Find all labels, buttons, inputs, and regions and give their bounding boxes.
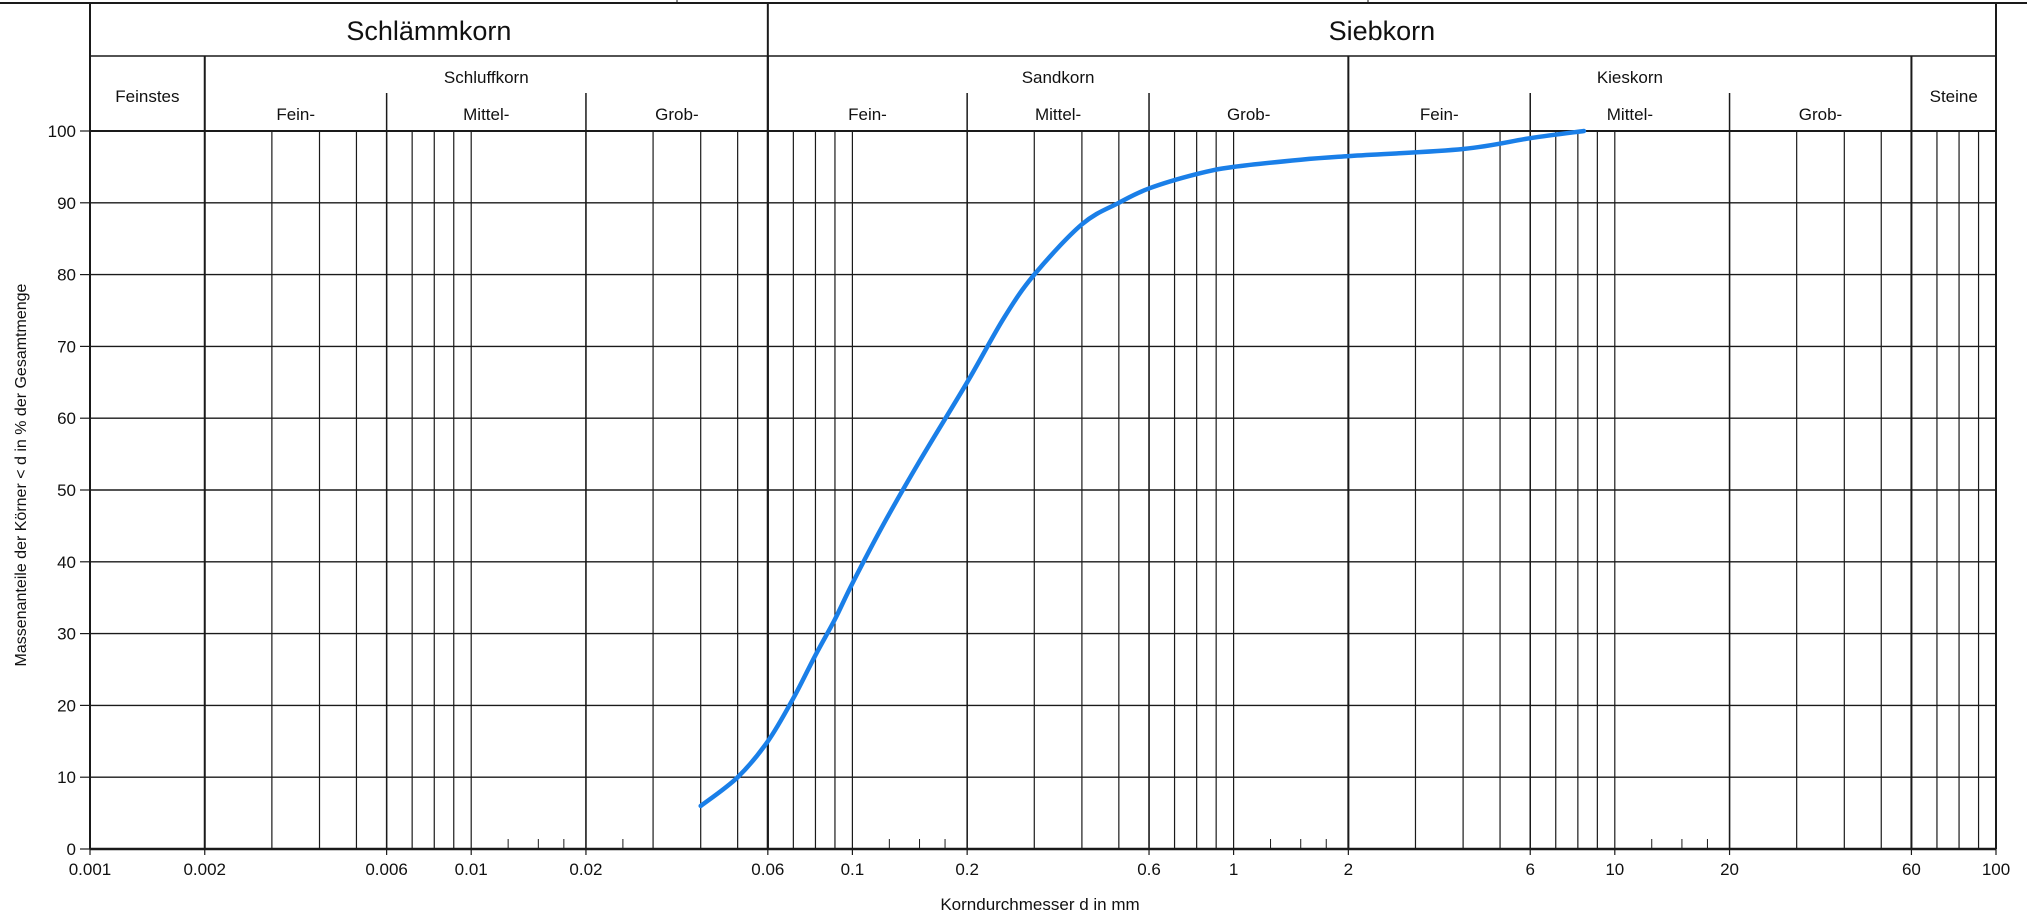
class-label-subgroup: Mittel- bbox=[1607, 105, 1653, 124]
class-label-top: Schlämmkorn bbox=[346, 16, 511, 46]
x-tick-label: 0.1 bbox=[841, 860, 865, 879]
class-label-subgroup: Fein- bbox=[276, 105, 315, 124]
series-line-0 bbox=[698, 128, 1587, 809]
y-tick-label: 100 bbox=[48, 122, 76, 141]
x-tick-label: 60 bbox=[1902, 860, 1921, 879]
y-tick-label: 80 bbox=[57, 266, 76, 285]
x-tick-label: 0.001 bbox=[69, 860, 112, 879]
class-label-subgroup: Grob- bbox=[1227, 105, 1270, 124]
x-tick-label: 2 bbox=[1344, 860, 1353, 879]
x-tick-label: 20 bbox=[1720, 860, 1739, 879]
x-tick-label: 1 bbox=[1229, 860, 1238, 879]
x-tick-label: 0.2 bbox=[955, 860, 979, 879]
class-label-subgroup: Grob- bbox=[655, 105, 698, 124]
x-tick-label: 10 bbox=[1605, 860, 1624, 879]
y-axis-label: Massenanteile der Körner < d in % der Ge… bbox=[13, 283, 30, 666]
series-layer bbox=[698, 128, 1587, 809]
y-tick-label: 40 bbox=[57, 553, 76, 572]
class-label-group: Feinstes bbox=[115, 87, 179, 106]
y-tick-label: 70 bbox=[57, 337, 76, 356]
class-label-subgroup: Mittel- bbox=[463, 105, 509, 124]
class-label-top: Siebkorn bbox=[1329, 16, 1436, 46]
class-label-subgroup: Mittel- bbox=[1035, 105, 1081, 124]
class-label-subgroup: Grob- bbox=[1799, 105, 1842, 124]
y-tick-label: 30 bbox=[57, 625, 76, 644]
class-label-subgroup: Fein- bbox=[1420, 105, 1459, 124]
y-tick-label: 60 bbox=[57, 409, 76, 428]
y-tick-label: 20 bbox=[57, 696, 76, 715]
x-tick-label: 0.006 bbox=[365, 860, 408, 879]
axis-ticks: 0 10 20 30 40 50 60 70 80 90 100 0.001 0.002 0.006 0.0… bbox=[48, 122, 2011, 879]
x-axis-label: Korndurchmesser d in mm bbox=[940, 895, 1139, 914]
x-tick-label: 100 bbox=[1982, 860, 2010, 879]
class-label-group: Kieskorn bbox=[1597, 68, 1663, 87]
y-tick-label: 90 bbox=[57, 194, 76, 213]
class-label-group: Sandkorn bbox=[1022, 68, 1095, 87]
y-tick-label: 10 bbox=[57, 768, 76, 787]
x-tick-label: 6 bbox=[1525, 860, 1534, 879]
x-tick-label: 0.06 bbox=[751, 860, 784, 879]
plot-grid bbox=[89, 130, 1997, 851]
y-tick-label: 0 bbox=[67, 840, 76, 859]
x-tick-label: 0.02 bbox=[569, 860, 602, 879]
class-label-group: Steine bbox=[1930, 87, 1978, 106]
y-tick-label: 50 bbox=[57, 481, 76, 500]
x-tick-label: 0.6 bbox=[1137, 860, 1161, 879]
class-label-group: Schluffkorn bbox=[444, 68, 529, 87]
x-tick-label: 0.01 bbox=[455, 860, 488, 879]
class-label-subgroup: Fein- bbox=[848, 105, 887, 124]
soil-class-header: Schlämmkorn Siebkorn Feinstes Schluffkorn Sa… bbox=[0, 0, 2027, 849]
x-tick-label: 0.002 bbox=[183, 860, 226, 879]
